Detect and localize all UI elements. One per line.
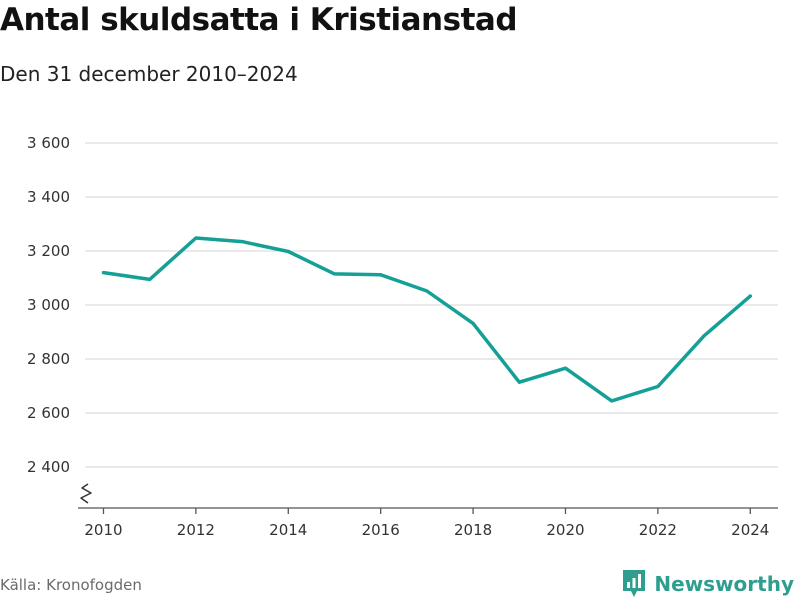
chart-title: Antal skuldsatta i Kristianstad — [0, 2, 518, 38]
y-tick-label: 3 600 — [27, 134, 70, 152]
y-tick-label: 2 800 — [27, 350, 70, 368]
data-point — [194, 236, 198, 240]
series-line — [101, 236, 753, 403]
brand-name: Newsworthy — [654, 572, 794, 596]
axis-break-icon — [80, 483, 92, 504]
data-point — [563, 366, 567, 370]
y-axis-tick-labels: 2 400 2 600 2 800 3 000 3 200 3 400 3 600 — [27, 134, 70, 476]
x-tick-label: 2014 — [269, 521, 307, 539]
y-tick-label: 3 200 — [27, 242, 70, 260]
data-point — [748, 294, 752, 298]
x-tick-label: 2024 — [731, 521, 769, 539]
data-point — [332, 272, 336, 276]
x-tick-label: 2012 — [177, 521, 215, 539]
data-point — [286, 250, 290, 254]
y-tick-label: 2 400 — [27, 458, 70, 476]
x-axis: 2010 2012 2014 2016 2018 2020 2022 2024 — [78, 507, 778, 539]
x-tick-label: 2016 — [362, 521, 400, 539]
newsworthy-logo-icon — [623, 570, 646, 597]
data-point — [101, 271, 105, 275]
x-tick-label: 2022 — [639, 521, 677, 539]
x-tick-label: 2018 — [454, 521, 492, 539]
data-point — [610, 399, 614, 403]
data-point — [240, 240, 244, 244]
brand-logo: Newsworthy — [621, 569, 794, 599]
data-point — [425, 289, 429, 293]
grid-lines — [85, 142, 778, 468]
y-tick-label: 3 400 — [27, 188, 70, 206]
data-series — [101, 236, 753, 403]
data-point — [656, 385, 660, 389]
y-tick-label: 2 600 — [27, 404, 70, 422]
y-tick-label: 3 000 — [27, 296, 70, 314]
data-point — [379, 273, 383, 277]
data-point — [471, 321, 475, 325]
line-chart: 2 400 2 600 2 800 3 000 3 200 3 400 3 600 2010… — [27, 134, 778, 539]
data-point — [517, 380, 521, 384]
chart-subtitle: Den 31 december 2010–2024 — [0, 62, 298, 86]
data-point — [702, 334, 706, 338]
data-point — [148, 277, 152, 281]
x-tick-label: 2020 — [546, 521, 584, 539]
x-tick-label: 2010 — [84, 521, 122, 539]
axis-break-zigzag — [80, 483, 92, 504]
source-note: Källa: Kronofogden — [0, 576, 142, 594]
